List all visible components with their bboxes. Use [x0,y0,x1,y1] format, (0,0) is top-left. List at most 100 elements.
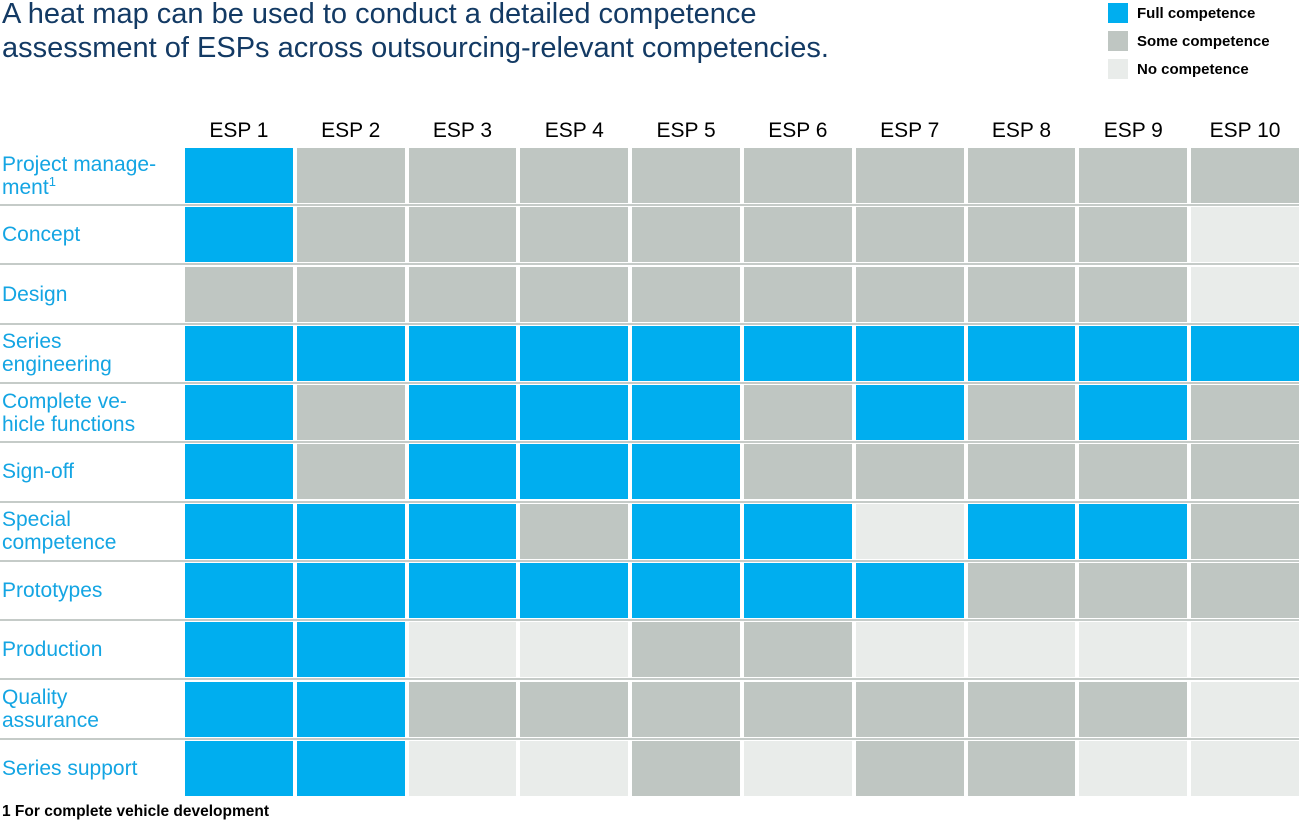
heatmap-cell-full [185,444,293,500]
page-title-line-1: A heat map can be used to conduct a deta… [2,0,757,30]
heatmap-cell-none [1191,622,1299,678]
heatmap-cell-full [520,385,629,441]
row-label: Prototypes [0,563,181,618]
row-label-line: Design [2,282,68,306]
heatmap-cell-some [1191,503,1299,559]
heatmap-cell-some [632,207,740,263]
column-header: ESP 1 [209,119,269,142]
heatmap-cell-none [520,622,629,678]
heatmap-cell-full [520,325,629,381]
column-header: ESP 3 [432,119,493,142]
row-label: Sign-off [0,444,181,499]
page-title-line-2: assessment of ESPs across outsourcing-re… [2,32,829,64]
heatmap-cell-full [296,562,405,618]
rows: Project manage-ment1 Concept Design Series e… [0,148,1299,796]
row-label-line: Sign-off [2,460,74,484]
heatmap-cell-none [1191,207,1299,263]
row-separator [0,500,1299,503]
heatmap-cell-none [1079,622,1188,678]
heatmap-cell-full [296,325,405,381]
heatmap-cell-full [855,562,964,618]
legend-item-none: No competence [1108,59,1270,79]
row-separator [0,204,1299,207]
heatmap-cell-some [408,148,517,203]
row-label-line: Series support [2,756,138,780]
row-label: Series engineering [0,326,181,381]
heatmap-cell-full [408,503,517,559]
heatmap-cell-full [743,503,852,559]
heatmap-cell-full [296,503,405,559]
row-label-line: Production [2,638,103,662]
row-label: Quality assurance [0,682,181,737]
heatmap-cell-some [855,681,964,737]
some-competence-swatch-icon [1108,31,1128,51]
full-competence-swatch-icon [1108,3,1128,23]
heatmap-cell-full [743,325,852,381]
heatmap-cell-full [1191,325,1299,381]
row-separator [0,381,1299,384]
legend-item-full: Full competence [1108,3,1270,23]
heatmap-cell-some [1079,681,1188,737]
heatmap-cell-some [1191,148,1299,203]
heatmap-cell-some [1191,444,1299,500]
heatmap-cell-some [967,148,1076,203]
heatmap-cell-none [743,740,852,796]
heatmap-cell-full [408,325,517,381]
heatmap-cell-some [967,266,1076,322]
heatmap: ESP 1 ESP 2 ESP 3 ESP 4 ESP 5 ESP 6 ESP 7 ESP 8… [0,108,1299,796]
row-separator [0,263,1299,266]
heatmap-cell-full [185,562,293,618]
heatmap-cell-some [632,622,740,678]
heatmap-cell-some [185,266,293,322]
heatmap-cell-full [743,562,852,618]
heatmap-cell-some [296,148,405,203]
heatmap-cell-some [296,385,405,441]
heatmap-cell-some [967,681,1076,737]
heatmap-cell-some [632,740,740,796]
heatmap-row: Series support [0,740,1299,796]
heatmap-cell-some [296,207,405,263]
heatmap-row: Complete ve-hicle functions [0,385,1299,441]
page-title: A heat map can be used to conduct a deta… [2,0,1082,65]
heatmap-cell-full [632,562,740,618]
heatmap-cell-some [1079,207,1188,263]
footnote: 1 For complete vehicle development [2,803,270,820]
heatmap-cell-full [632,503,740,559]
heatmap-cell-some [520,207,629,263]
heatmap-cell-some [408,266,517,322]
legend-label: No competence [1137,60,1249,78]
heatmap-cell-some [855,740,964,796]
heatmap-cell-some [743,385,852,441]
column-header: ESP 8 [991,119,1052,142]
heatmap-row: Production [0,622,1299,678]
heatmap-cell-none [408,740,517,796]
heatmap-cell-some [632,681,740,737]
row-label-line: competence [2,531,117,555]
heatmap-cell-full [185,325,293,381]
heatmap-cell-some [632,148,740,203]
heatmap-cell-full [296,740,405,796]
heatmap-cell-some [1079,266,1188,322]
heatmap-cell-none [1191,681,1299,737]
heatmap-cell-some [1191,562,1299,618]
heatmap-cell-full [520,562,629,618]
heatmap-row: Sign-off [0,444,1299,500]
heatmap-cell-none [1079,740,1188,796]
heatmap-cell-full [632,444,740,500]
heatmap-cell-full [1079,325,1188,381]
row-separator [0,441,1299,444]
heatmap-cell-some [408,207,517,263]
heatmap-cell-none [1191,266,1299,322]
heatmap-cell-some [1191,385,1299,441]
heatmap-row: Quality assurance [0,681,1299,737]
column-header: ESP 10 [1209,119,1281,142]
heatmap-cell-some [743,266,852,322]
column-header: ESP 5 [656,119,716,142]
heatmap-cell-some [1079,444,1188,500]
column-header: ESP 7 [880,119,940,142]
heatmap-cell-full [185,681,293,737]
row-label-line: Concept [2,223,81,247]
row-label: Complete ve-hicle functions [0,385,181,440]
row-label-line: Series [2,330,62,354]
heatmap-row: Prototypes [0,562,1299,618]
